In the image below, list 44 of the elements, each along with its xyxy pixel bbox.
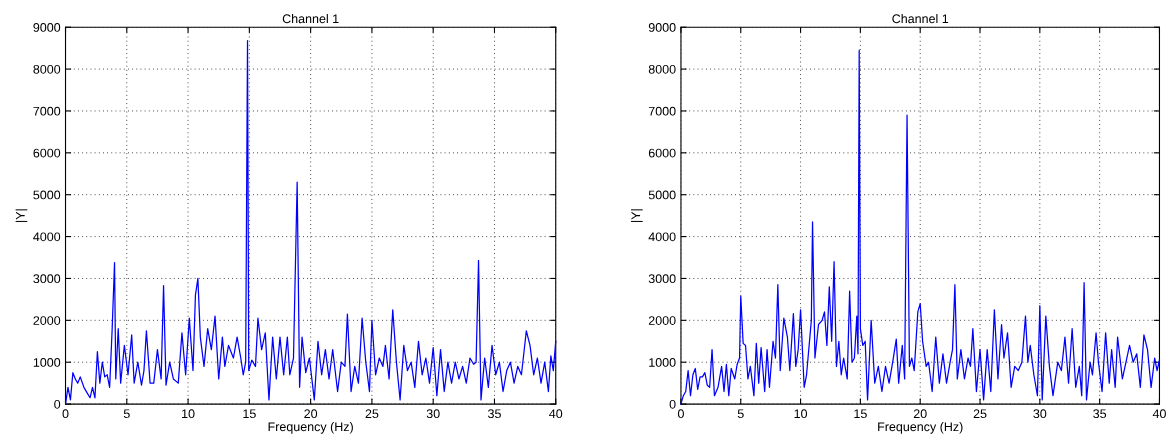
y-tick-label: 7000 <box>33 106 61 116</box>
y-axis-title: |Y| <box>631 209 643 222</box>
x-tick-label: 0 <box>677 409 684 419</box>
y-tick-label: 1000 <box>649 358 676 367</box>
y-tick-label: 5000 <box>648 190 676 200</box>
x-tick-label: 25 <box>365 409 379 419</box>
x-tick-label: 10 <box>182 409 195 419</box>
y-tick-label: 6000 <box>648 148 676 158</box>
y-tick-label: 6000 <box>33 148 61 158</box>
y-tick-label: 5000 <box>33 190 61 200</box>
x-tick-label: 0 <box>62 409 69 419</box>
x-axis-title: Frequency (Hz) <box>268 421 353 434</box>
x-tick-label: 40 <box>549 409 563 419</box>
x-tick-label: 25 <box>973 409 987 419</box>
y-axis-title: |Y| <box>15 209 28 222</box>
x-tick-label: 15 <box>243 409 256 419</box>
chart-title: Channel 1 <box>282 13 339 24</box>
y-tick-label: 7000 <box>648 106 676 116</box>
y-tick-label: 8000 <box>648 64 676 74</box>
x-tick-label: 15 <box>854 409 867 419</box>
x-tick-label: 40 <box>1152 409 1166 419</box>
y-tick-label: 2000 <box>33 316 61 325</box>
chart-title: Channel 1 <box>892 13 949 24</box>
y-tick-label: 4000 <box>648 232 676 242</box>
x-tick-label: 10 <box>794 409 808 419</box>
x-tick-label: 30 <box>1033 409 1047 419</box>
y-tick-label: 8000 <box>33 64 61 74</box>
y-tick-label: 9000 <box>648 23 676 32</box>
x-tick-label: 20 <box>304 409 318 419</box>
y-tick-label: 0 <box>54 399 61 409</box>
y-tick-label: 1000 <box>33 358 61 367</box>
y-tick-label: 2000 <box>648 316 676 325</box>
x-axis-title: Frequency (Hz) <box>878 421 963 434</box>
y-tick-label: 4000 <box>33 232 61 242</box>
x-tick-label: 35 <box>488 409 501 419</box>
y-tick-label: 3000 <box>648 274 676 284</box>
y-tick-label: 3000 <box>33 274 61 284</box>
x-tick-label: 5 <box>123 409 130 419</box>
x-tick-label: 30 <box>426 409 440 419</box>
y-tick-label: 0 <box>669 399 676 409</box>
x-tick-label: 5 <box>737 409 744 419</box>
x-tick-label: 20 <box>913 409 927 419</box>
y-tick-label: 9000 <box>33 23 61 32</box>
x-tick-label: 35 <box>1093 409 1107 419</box>
